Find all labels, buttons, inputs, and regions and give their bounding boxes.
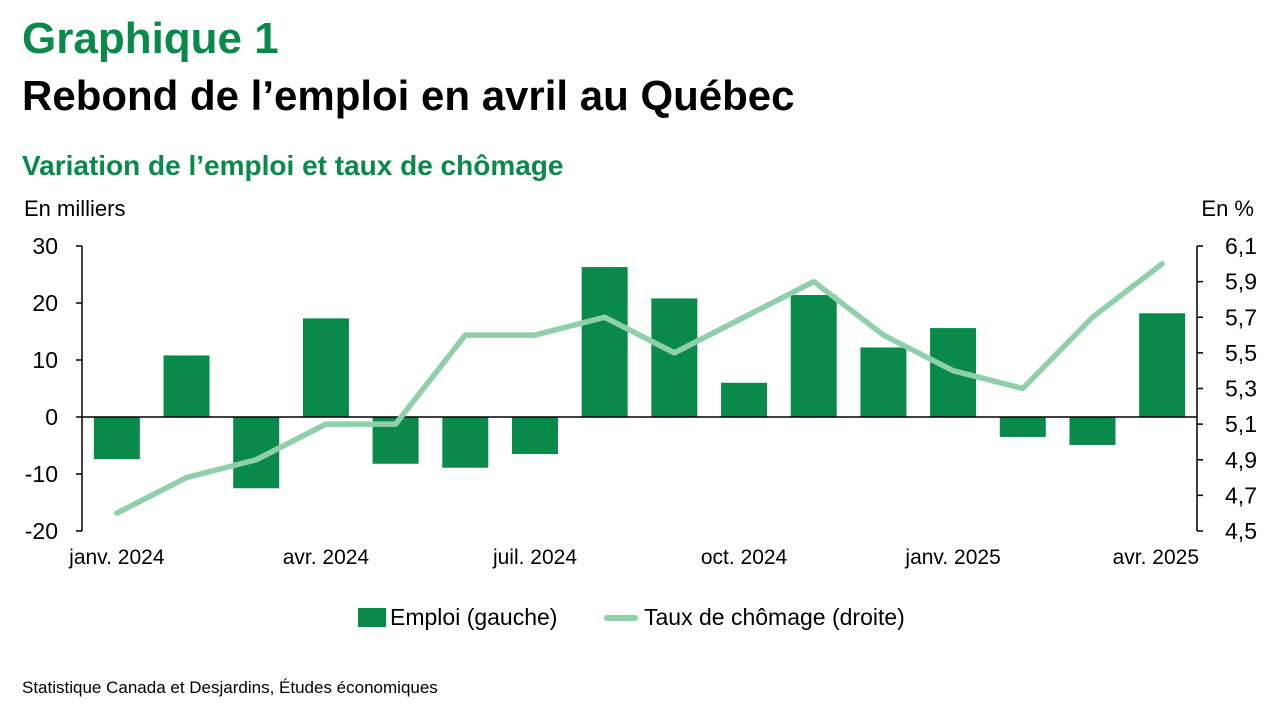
legend-label-chomage: Taux de chômage (droite) (644, 604, 905, 630)
bar-emploi (302, 318, 349, 417)
legend-swatch-line (604, 614, 638, 621)
chart-subtitle: Variation de l’emploi et taux de chômage (22, 150, 564, 181)
legend-swatch-bar (358, 608, 386, 627)
left-y-tick-label: -10 (25, 461, 58, 487)
x-tick-label: janv. 2025 (904, 546, 1000, 569)
x-tick-label: avr. 2024 (283, 546, 370, 569)
left-y-tick-label: 20 (32, 290, 58, 316)
chart-title: Rebond de l’emploi en avril au Québec (22, 72, 795, 119)
left-axis-unit: En milliers (24, 196, 126, 221)
combo-chart: -20 -10 0 10 20 30 4,5 4,7 4,9 5,1 5,3 5,5 5,7 5,9 6,1… (25, 233, 1257, 569)
right-y-tick-label: 6,1 (1225, 233, 1257, 259)
bar-emploi (1069, 417, 1116, 445)
left-y-tick-label: 30 (32, 233, 58, 259)
left-y-tick-label: 10 (32, 347, 58, 373)
right-y-tick-label: 5,9 (1225, 269, 1257, 295)
bar-emploi (721, 382, 768, 417)
figure-label: Graphique 1 (22, 14, 279, 63)
bar-emploi (93, 417, 140, 460)
bar-emploi (860, 347, 907, 417)
x-tick-label: janv. 2024 (68, 546, 165, 569)
x-tick-label: avr. 2025 (1113, 546, 1199, 569)
bar-emploi (442, 417, 489, 468)
x-tick-label: juil. 2024 (492, 546, 577, 569)
right-y-tick-label: 5,7 (1225, 304, 1257, 330)
legend-item-emploi: Emploi (gauche) (358, 604, 557, 631)
right-axis-unit: En % (1201, 196, 1254, 221)
bar-emploi (163, 355, 210, 417)
left-y-tick-label: -20 (25, 518, 58, 544)
bar-emploi (999, 417, 1046, 437)
bar-emploi (581, 267, 628, 417)
bar-emploi (651, 298, 698, 417)
right-y-tick-label: 4,7 (1225, 482, 1257, 508)
x-tick-label: oct. 2024 (701, 546, 788, 569)
bar-emploi (1139, 313, 1186, 417)
right-y-tick-label: 4,9 (1225, 447, 1257, 473)
chart-legend: Emploi (gauche) Taux de chômage (droite) (0, 604, 1280, 638)
legend-item-chomage: Taux de chômage (droite) (604, 604, 905, 631)
left-y-tick-label: 0 (45, 404, 58, 430)
right-y-tick-label: 4,5 (1225, 518, 1257, 544)
source-note: Statistique Canada et Desjardins, Études… (22, 678, 438, 697)
right-y-tick-label: 5,1 (1225, 411, 1257, 437)
bar-emploi (511, 417, 558, 455)
bar-emploi (790, 295, 837, 417)
right-y-tick-label: 5,3 (1225, 376, 1257, 402)
legend-label-emploi: Emploi (gauche) (390, 604, 558, 630)
line-taux-chomage (114, 261, 1165, 516)
right-y-tick-label: 5,5 (1225, 340, 1257, 366)
